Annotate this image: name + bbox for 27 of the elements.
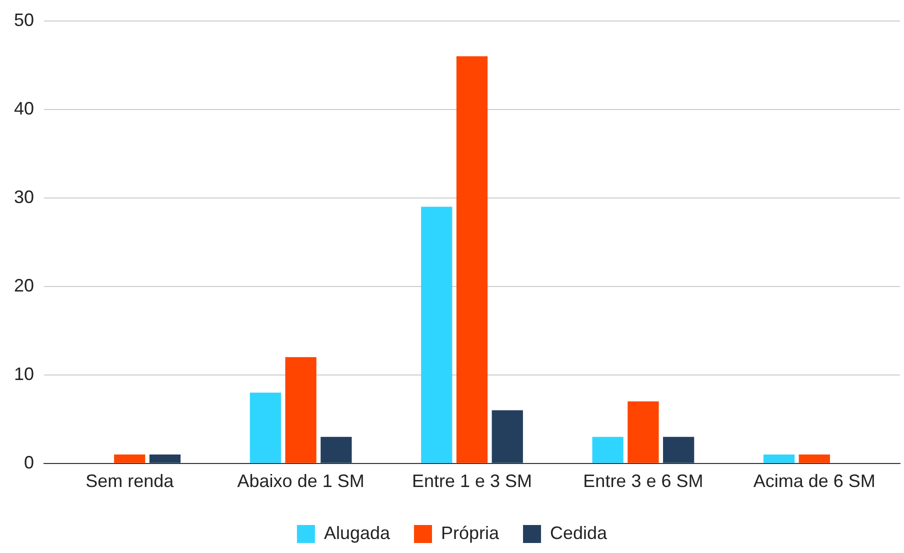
y-tick-label: 30 xyxy=(14,186,34,207)
bar xyxy=(320,436,352,463)
y-tick-label: 0 xyxy=(24,452,34,472)
bar xyxy=(456,56,488,463)
x-tick-label: Acima de 6 SM xyxy=(753,471,876,492)
x-tick-label: Entre 1 e 3 SM xyxy=(412,471,532,492)
y-tick-label: 50 xyxy=(14,10,34,30)
bar xyxy=(628,401,659,463)
bar xyxy=(149,454,181,463)
y-tick-label: 10 xyxy=(14,364,34,384)
bar xyxy=(492,410,523,463)
legend-label: Cedida xyxy=(550,522,608,543)
bar xyxy=(798,454,830,463)
x-tick-label: Entre 3 e 6 SM xyxy=(583,471,704,492)
legend-label: Própria xyxy=(440,522,500,543)
bar xyxy=(285,357,316,463)
x-tick-label: Abaixo de 1 SM xyxy=(237,471,364,492)
x-tick-label: Sem renda xyxy=(86,471,175,492)
legend-label: Alugada xyxy=(324,522,391,543)
bar xyxy=(663,436,694,463)
y-tick-label: 20 xyxy=(14,275,34,296)
bar xyxy=(250,392,281,463)
y-tick-label: 40 xyxy=(14,98,34,118)
bar xyxy=(421,206,452,463)
bar xyxy=(592,436,624,463)
bar xyxy=(114,454,146,463)
bar xyxy=(763,454,795,463)
